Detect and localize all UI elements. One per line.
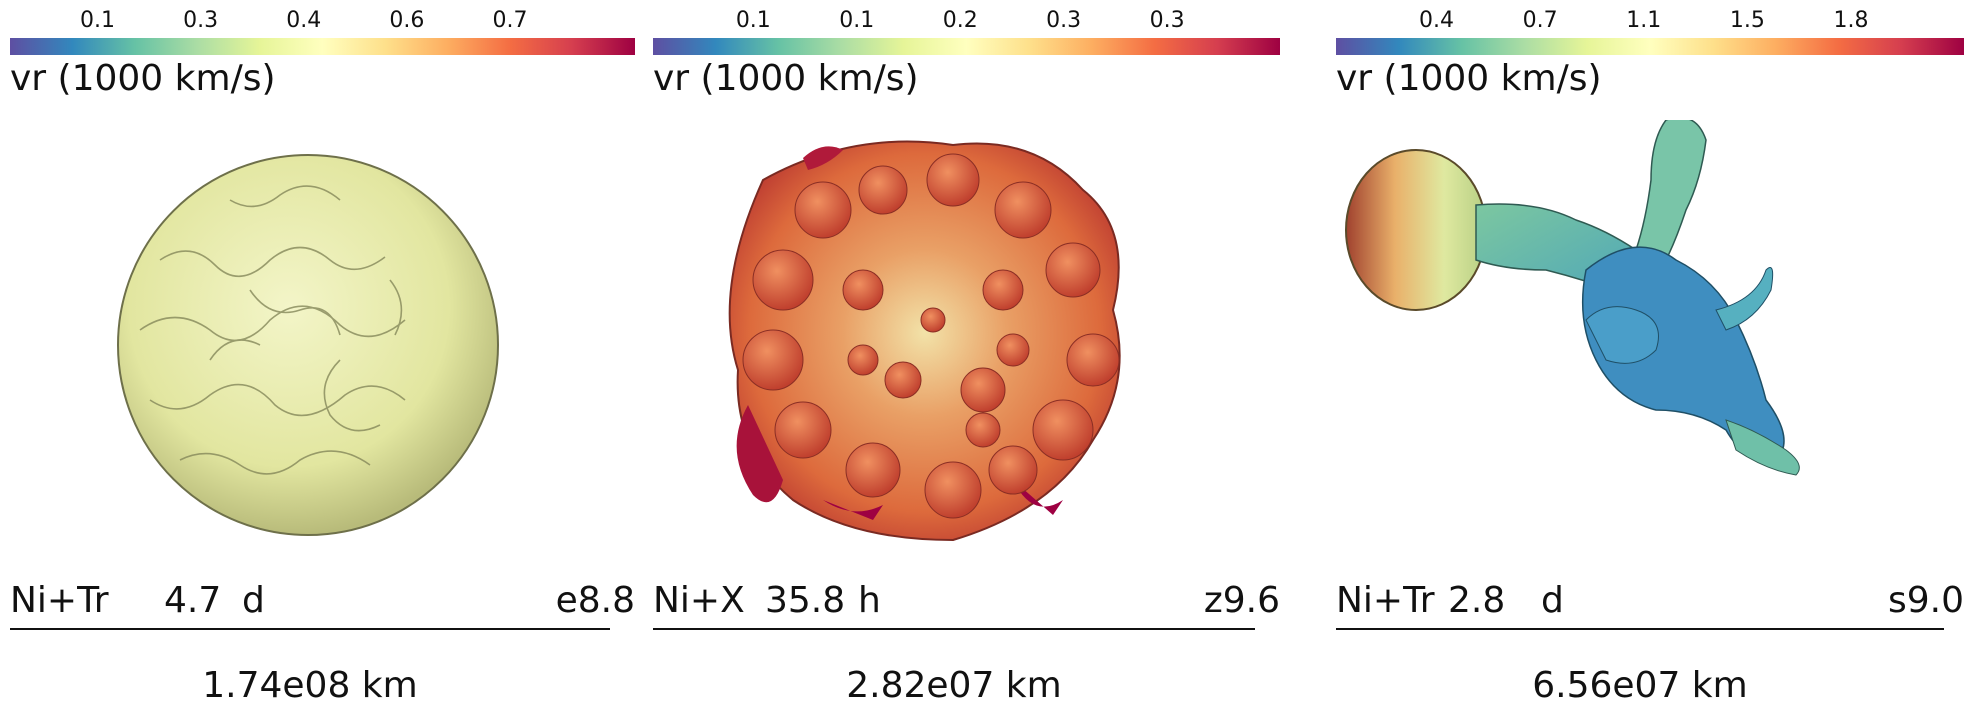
colorbar-tick: 0.1 bbox=[735, 8, 771, 33]
scale-length: 6.56e07 km bbox=[1532, 665, 1748, 706]
caption-unit: d bbox=[1541, 580, 1564, 621]
caption-time: 35.8 bbox=[765, 580, 846, 621]
scale-bar bbox=[1336, 628, 1944, 630]
caption-unit: h bbox=[858, 580, 881, 621]
colorbar-ticks: 0.1 0.3 0.4 0.6 0.7 bbox=[10, 8, 635, 34]
colorbar-tick: 0.7 bbox=[492, 8, 528, 33]
colorbar-tick: 0.1 bbox=[80, 8, 115, 33]
colorbar-label: vr (1000 km/s) bbox=[10, 58, 276, 99]
colorbar-tick: 0.3 bbox=[1149, 8, 1185, 33]
scale-bar bbox=[653, 628, 1255, 630]
panel-e8-8: 0.1 0.3 0.4 0.6 0.7 vr (1000 km/s) bbox=[10, 0, 635, 711]
caption-model: z9.6 bbox=[1203, 580, 1280, 621]
caption-model: s9.0 bbox=[1887, 580, 1964, 621]
caption: Ni+Tr 4.7 d e8.8 bbox=[10, 580, 635, 624]
caption-species: Ni+Tr bbox=[10, 580, 109, 621]
colorbar-ticks: 0.1 0.1 0.2 0.3 0.3 bbox=[653, 8, 1280, 34]
colorbar-label: vr (1000 km/s) bbox=[653, 58, 919, 99]
caption-unit: d bbox=[242, 580, 265, 621]
caption: Ni+Tr 2.8 d s9.0 bbox=[1336, 580, 1964, 624]
colorbar-tick: 1.1 bbox=[1626, 8, 1662, 33]
caption-model: e8.8 bbox=[555, 580, 635, 621]
colorbar bbox=[10, 38, 635, 55]
scale-length: 2.82e07 km bbox=[846, 665, 1062, 706]
colorbar-tick: 1.5 bbox=[1729, 8, 1765, 33]
caption: Ni+X 35.8 h z9.6 bbox=[653, 580, 1280, 624]
caption-species: Ni+Tr bbox=[1336, 580, 1435, 621]
isosurface-render bbox=[728, 140, 1121, 542]
colorbar-label: vr (1000 km/s) bbox=[1336, 58, 1602, 99]
scale-length: 1.74e08 km bbox=[202, 665, 418, 706]
colorbar-tick: 0.3 bbox=[1046, 8, 1082, 33]
colorbar-tick: 0.4 bbox=[286, 8, 322, 33]
colorbar-tick: 0.3 bbox=[183, 8, 219, 33]
colorbar-tick: 0.4 bbox=[1418, 8, 1454, 33]
colorbar-tick: 0.1 bbox=[839, 8, 875, 33]
colorbar-tick: 0.2 bbox=[942, 8, 978, 33]
panel-s9-0: 0.4 0.7 1.1 1.5 1.8 vr (1000 km/s) bbox=[1336, 0, 1964, 711]
colorbar-tick: 0.7 bbox=[1522, 8, 1558, 33]
colorbar-tick: 1.8 bbox=[1833, 8, 1869, 33]
scale-bar bbox=[10, 628, 610, 630]
colorbar-tick: 0.6 bbox=[389, 8, 425, 33]
isosurface-render bbox=[1345, 120, 1800, 476]
colorbar bbox=[653, 38, 1280, 55]
caption-time: 2.8 bbox=[1448, 580, 1506, 621]
colorbar bbox=[1336, 38, 1964, 55]
panel-z9-6: 0.1 0.1 0.2 0.3 0.3 vr (1000 km/s) bbox=[653, 0, 1280, 711]
caption-time: 4.7 bbox=[164, 580, 222, 621]
caption-species: Ni+X bbox=[653, 580, 745, 621]
colorbar-ticks: 0.4 0.7 1.1 1.5 1.8 bbox=[1336, 8, 1964, 34]
isosurface-render bbox=[117, 154, 499, 536]
